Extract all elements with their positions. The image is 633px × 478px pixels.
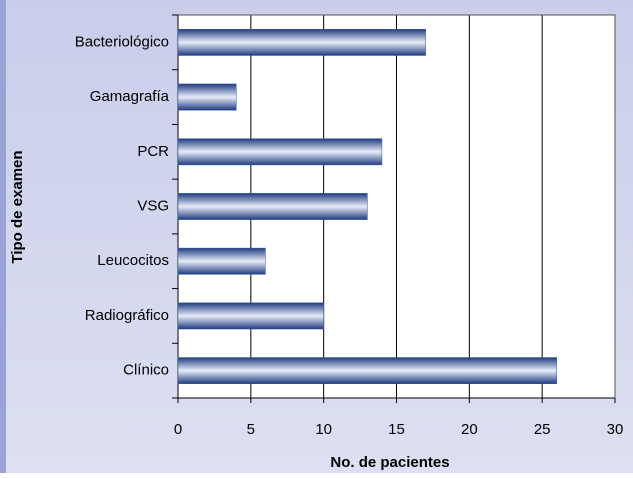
y-tick-label: Radiográfico [85,307,169,324]
bar [177,302,324,330]
y-tick-label: VSG [137,197,169,214]
bar [177,357,557,385]
x-tick-label: 20 [461,421,478,438]
y-tick-label: Clínico [123,362,169,379]
bar [177,83,237,111]
x-tick-label: 5 [247,421,255,438]
y-axis-label: Tipo de examen [9,150,26,263]
y-tick-label: Bacteriológico [75,33,169,50]
x-tick-label: 25 [534,421,551,438]
y-tick-label: PCR [137,143,169,160]
edge-stripe [0,0,6,473]
bar [177,247,266,275]
bar [177,28,426,56]
y-tick-label: Gamagrafía [90,88,170,105]
x-axis-label: No. de pacientes [330,454,449,471]
y-tick-label: Leucocitos [97,252,169,269]
bar [177,138,383,166]
bar [177,193,368,220]
x-tick-label: 30 [607,421,624,438]
x-tick-label: 10 [315,421,332,438]
x-tick-label: 15 [388,421,405,438]
x-tick-label: 0 [174,421,182,438]
